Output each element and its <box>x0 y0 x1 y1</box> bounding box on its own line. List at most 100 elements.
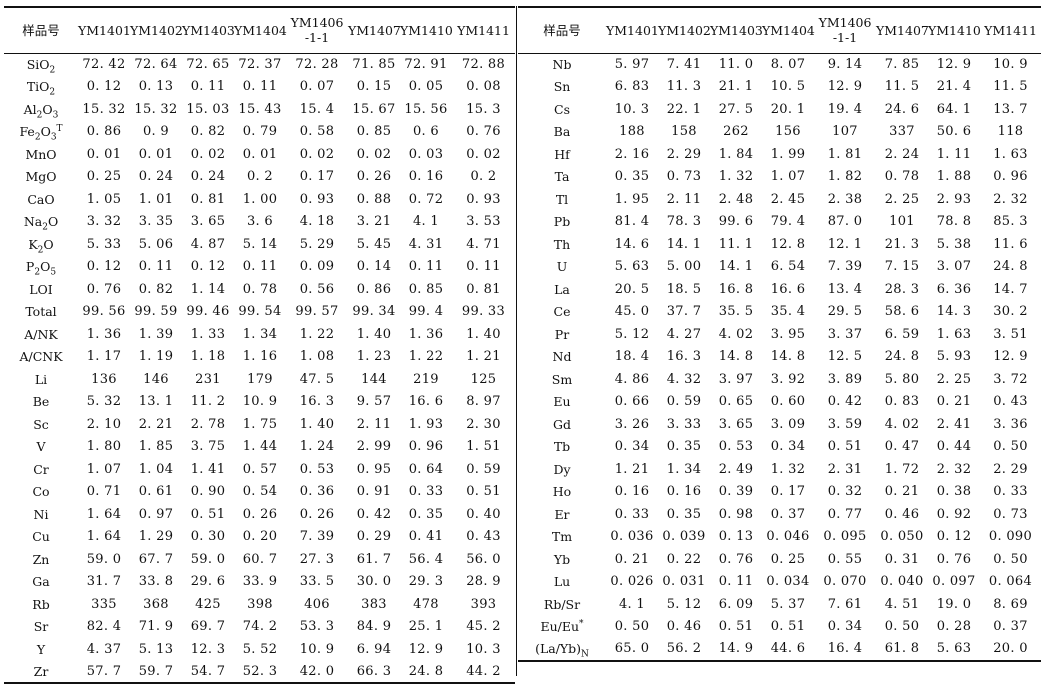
value-cell: 0. 50 <box>993 551 1028 567</box>
value-cell: 368 <box>143 596 169 612</box>
value-cell: 0. 097 <box>932 574 976 590</box>
value-cell: 16. 3 <box>666 349 702 365</box>
value-cell: 0. 095 <box>823 529 867 545</box>
table-row: La 20. 5 18. 5 16. 8 16. 6 13. 4 28. 3 6. 36 14.… <box>518 278 1041 301</box>
value-cell: 0. 33 <box>614 506 650 522</box>
value-cell: 3. 97 <box>718 371 754 387</box>
value-cell: 1. 33 <box>190 326 226 342</box>
value-cell: 14. 8 <box>718 349 754 365</box>
table-row: Nb 5. 97 7. 41 11. 0 8. 07 9. 14 7. 85 12. 9 10.… <box>518 53 1041 76</box>
value-cell: 0. 2 <box>470 169 497 185</box>
value-cell: 4. 86 <box>614 371 650 387</box>
value-cell: 1. 22 <box>408 349 444 365</box>
row-label: Yb <box>553 551 571 567</box>
value-cell: 0. 81 <box>190 191 226 207</box>
value-cell: 30. 2 <box>993 304 1028 320</box>
value-cell: 8. 97 <box>466 394 501 410</box>
value-cell: 0. 51 <box>718 619 754 635</box>
header-row: 样品号 YM1401 YM1402 YM1403 YM1404 YM1406 -… <box>4 7 515 53</box>
table-row: Tl 1. 95 2. 11 2. 48 2. 45 2. 38 2. 25 2. 93 2. … <box>518 188 1041 211</box>
row-label: Co <box>32 484 50 500</box>
value-cell: 11. 3 <box>666 79 702 95</box>
value-cell: 2. 38 <box>827 191 863 207</box>
value-cell: 5. 38 <box>936 236 972 252</box>
value-cell: 1. 05 <box>86 191 122 207</box>
value-cell: 10. 3 <box>466 641 501 657</box>
value-cell: 2. 78 <box>190 416 226 432</box>
value-cell: 0. 13 <box>718 529 754 545</box>
value-cell: 0. 039 <box>662 529 706 545</box>
value-cell: 0. 60 <box>770 394 806 410</box>
value-cell: 72. 37 <box>238 57 282 72</box>
value-cell: 99. 46 <box>186 304 230 320</box>
table-row: Sr 82. 4 71. 9 69. 7 74. 2 53. 3 84. 9 25. 1 45.… <box>4 616 515 639</box>
value-cell: 0. 11 <box>466 259 501 275</box>
value-cell: 1. 88 <box>936 169 972 185</box>
value-cell: 0. 21 <box>884 484 920 500</box>
value-cell: 99. 59 <box>134 304 178 320</box>
value-cell: 20. 5 <box>614 281 650 297</box>
value-cell: 0. 25 <box>86 169 122 185</box>
value-cell: 66. 3 <box>356 663 392 679</box>
value-cell: 2. 48 <box>718 191 754 207</box>
value-cell: 8. 07 <box>770 57 806 72</box>
value-cell: 398 <box>247 596 273 612</box>
value-cell: 0. 55 <box>827 551 863 567</box>
value-cell: 7. 85 <box>884 57 920 72</box>
row-label: Zr <box>33 663 49 679</box>
value-cell: 29. 3 <box>408 574 444 590</box>
row-label: Gd <box>553 416 571 432</box>
value-cell: 15. 32 <box>134 101 178 117</box>
value-cell: 2. 16 <box>614 146 650 162</box>
value-cell: 0. 42 <box>356 506 392 522</box>
value-cell: 1. 40 <box>466 326 501 342</box>
value-cell: 28. 3 <box>884 281 920 297</box>
value-cell: 72. 42 <box>82 57 126 72</box>
table-row: Pb 81. 4 78. 3 99. 6 79. 4 87. 0 101 78. 8 85. 3 <box>518 211 1041 234</box>
value-cell: 3. 72 <box>993 371 1028 387</box>
value-cell: 3. 59 <box>827 416 863 432</box>
value-cell: 0. 29 <box>356 529 392 545</box>
value-cell: 2. 25 <box>884 191 920 207</box>
table-row: LOI 0. 76 0. 82 1. 14 0. 78 0. 56 0. 86 0. 85 0.… <box>4 278 515 301</box>
value-cell: 1. 00 <box>242 191 278 207</box>
value-cell: 0. 11 <box>408 259 444 275</box>
value-cell: 0. 97 <box>138 506 174 522</box>
value-cell: 0. 12 <box>190 259 226 275</box>
value-cell: 1. 51 <box>466 439 501 455</box>
value-cell: 78. 8 <box>936 214 972 230</box>
value-cell: 5. 63 <box>614 259 650 275</box>
value-cell: 0. 92 <box>936 506 972 522</box>
value-cell: 44. 6 <box>770 641 806 657</box>
value-cell: 0. 83 <box>884 394 920 410</box>
value-cell: 0. 54 <box>242 484 278 500</box>
value-cell: 0. 93 <box>466 191 501 207</box>
value-cell: 7. 61 <box>827 596 863 612</box>
value-cell: 1. 63 <box>993 146 1028 162</box>
value-cell: 13. 1 <box>138 394 174 410</box>
row-label: Cu <box>32 529 50 545</box>
value-cell: 15. 56 <box>404 101 448 117</box>
value-cell: 1. 39 <box>138 326 174 342</box>
value-cell: 0. 51 <box>827 439 863 455</box>
value-cell: 10. 9 <box>242 394 278 410</box>
value-cell: 12. 9 <box>936 57 972 72</box>
value-cell: 72. 64 <box>134 57 178 72</box>
value-cell: 1. 14 <box>190 281 226 297</box>
value-cell: 0. 40 <box>466 506 501 522</box>
value-cell: 2. 32 <box>936 461 972 477</box>
value-cell: 12. 3 <box>190 641 226 657</box>
value-cell: 0. 02 <box>466 146 501 162</box>
value-cell: 3. 53 <box>466 214 501 230</box>
value-cell: 1. 18 <box>190 349 226 365</box>
value-cell: 0. 6 <box>412 124 439 140</box>
value-cell: 0. 51 <box>190 506 226 522</box>
value-cell: 16. 6 <box>408 394 444 410</box>
value-cell: 0. 34 <box>614 439 650 455</box>
value-cell: 3. 32 <box>86 214 122 230</box>
value-cell: 0. 08 <box>466 79 501 95</box>
value-cell: 4. 02 <box>884 416 920 432</box>
value-cell: 2. 41 <box>936 416 972 432</box>
value-cell: 0. 82 <box>190 124 226 140</box>
value-cell: 5. 80 <box>884 371 920 387</box>
